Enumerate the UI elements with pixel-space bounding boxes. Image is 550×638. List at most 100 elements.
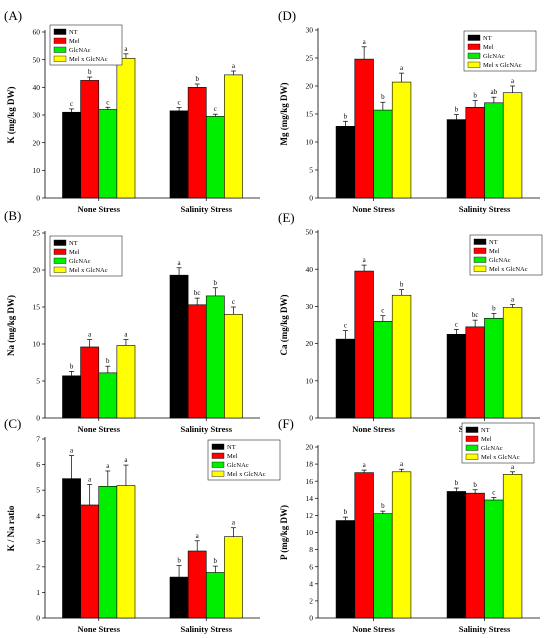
bar — [373, 513, 393, 619]
legend-swatch — [211, 452, 225, 459]
y-tick-label: 4 — [36, 511, 40, 520]
y-tick-label: 30 — [306, 302, 314, 311]
legend-label: Mel — [489, 248, 500, 255]
legend-label: NT — [483, 35, 492, 42]
x-category-label: None Stress — [352, 624, 395, 634]
bar — [465, 326, 485, 419]
legend-swatch — [467, 34, 481, 41]
legend-label: Mel x GlcNAc — [483, 62, 522, 69]
y-axis-label: Mg (mg/kg DW) — [279, 83, 289, 146]
y-tick-label: 20 — [33, 266, 41, 275]
legend-label: Mel x GlcNAc — [489, 266, 528, 273]
significance-letter: bc — [472, 311, 479, 319]
significance-letter: c — [214, 105, 217, 113]
legend-label: Mel — [69, 249, 80, 256]
bar — [391, 294, 412, 419]
bar — [335, 126, 356, 199]
y-tick-label: 50 — [306, 228, 314, 237]
y-tick-label: 40 — [33, 83, 41, 92]
bar — [62, 375, 81, 419]
significance-letter: a — [124, 331, 128, 339]
bar — [391, 471, 412, 619]
significance-letter: b — [492, 304, 496, 312]
bar — [484, 499, 504, 619]
significance-letter: b — [473, 92, 477, 100]
y-tick-label: 20 — [306, 82, 314, 91]
significance-letter: a — [124, 456, 128, 464]
y-axis-label: P (mg/kg DW) — [279, 505, 289, 560]
y-tick-label: 0 — [309, 194, 313, 203]
legend-label: Mel — [483, 44, 494, 51]
bar — [373, 109, 393, 199]
y-tick-label: 3 — [36, 537, 40, 546]
y-tick-label: 6 — [36, 460, 40, 469]
panel-label: (E) — [278, 210, 295, 225]
chart-panel-a: (A) 0 10 20 30 40 50 60 K (mg/kg DW) None Stress c… — [4, 8, 260, 214]
bar — [224, 314, 243, 419]
legend-label: GlcNAc — [481, 445, 503, 452]
y-tick-label: 10 — [306, 138, 314, 147]
x-category-label: None Stress — [352, 424, 395, 434]
x-category-label: Salinity Stress — [180, 624, 232, 634]
x-category-label: Salinity Stress — [459, 204, 511, 214]
y-tick-label: 5 — [36, 377, 40, 386]
significance-letter: a — [511, 296, 515, 304]
x-category-label: None Stress — [352, 204, 395, 214]
y-tick-label: 15 — [33, 303, 41, 312]
significance-letter: b — [106, 357, 110, 365]
significance-letter: b — [455, 106, 459, 114]
significance-letter: a — [400, 460, 404, 468]
y-tick-label: 30 — [33, 111, 41, 120]
chart-panel-c: (C) 0 1 2 3 4 5 6 7 K / Na ratio None Stress a a a a Sa… — [4, 416, 281, 634]
y-tick-label: 12 — [306, 511, 314, 520]
bar — [169, 110, 189, 199]
significance-letter: a — [232, 519, 236, 527]
bar — [446, 333, 467, 419]
x-category-label: None Stress — [77, 204, 120, 214]
legend-label: Mel x GlcNAc — [69, 56, 108, 63]
y-axis-label: Ca (mg/kg DW) — [279, 295, 289, 356]
y-tick-label: 0 — [36, 194, 40, 203]
legend-label: GlcNAc — [483, 53, 505, 60]
bar — [62, 111, 81, 199]
significance-letter: b — [400, 281, 404, 289]
y-tick-label: 25 — [33, 229, 41, 238]
significance-letter: b — [177, 557, 181, 565]
bar — [98, 109, 118, 199]
legend-swatch — [473, 256, 487, 263]
y-tick-label: 10 — [306, 376, 314, 385]
bar — [373, 320, 393, 419]
significance-letter: c — [232, 298, 235, 306]
legend-swatch — [53, 37, 67, 44]
y-axis-label: Na (mg/kg DW) — [6, 295, 16, 356]
legend-swatch — [211, 470, 225, 477]
y-tick-label: 10 — [33, 340, 41, 349]
bar — [446, 491, 467, 619]
panel-label: (C) — [4, 416, 21, 431]
bar — [169, 274, 189, 419]
x-category-label: None Stress — [77, 624, 120, 634]
chart-panel-d: (D) 0 5 10 15 20 25 30 Mg (mg/kg DW) None Stress b… — [278, 8, 540, 214]
significance-letter: a — [70, 447, 74, 455]
significance-letter: a — [106, 462, 110, 470]
legend-swatch — [53, 46, 67, 53]
bar — [446, 119, 467, 199]
y-tick-label: 10 — [306, 528, 314, 537]
significance-letter: c — [70, 100, 73, 108]
y-tick-label: 4 — [309, 579, 313, 588]
y-tick-label: 8 — [309, 545, 313, 554]
significance-letter: c — [178, 99, 181, 107]
panel-label: (A) — [4, 8, 22, 23]
legend-swatch — [467, 61, 481, 68]
bar — [484, 102, 504, 199]
bar — [80, 346, 100, 419]
significance-letter: ab — [491, 88, 498, 96]
y-tick-label: 20 — [306, 443, 314, 452]
bar — [169, 576, 189, 619]
y-tick-label: 2 — [36, 562, 40, 571]
legend-label: Mel x GlcNAc — [227, 471, 266, 478]
bar — [187, 550, 207, 619]
y-tick-label: 16 — [306, 477, 314, 486]
x-category-label: Salinity Stress — [180, 424, 232, 434]
significance-letter: c — [492, 488, 495, 496]
